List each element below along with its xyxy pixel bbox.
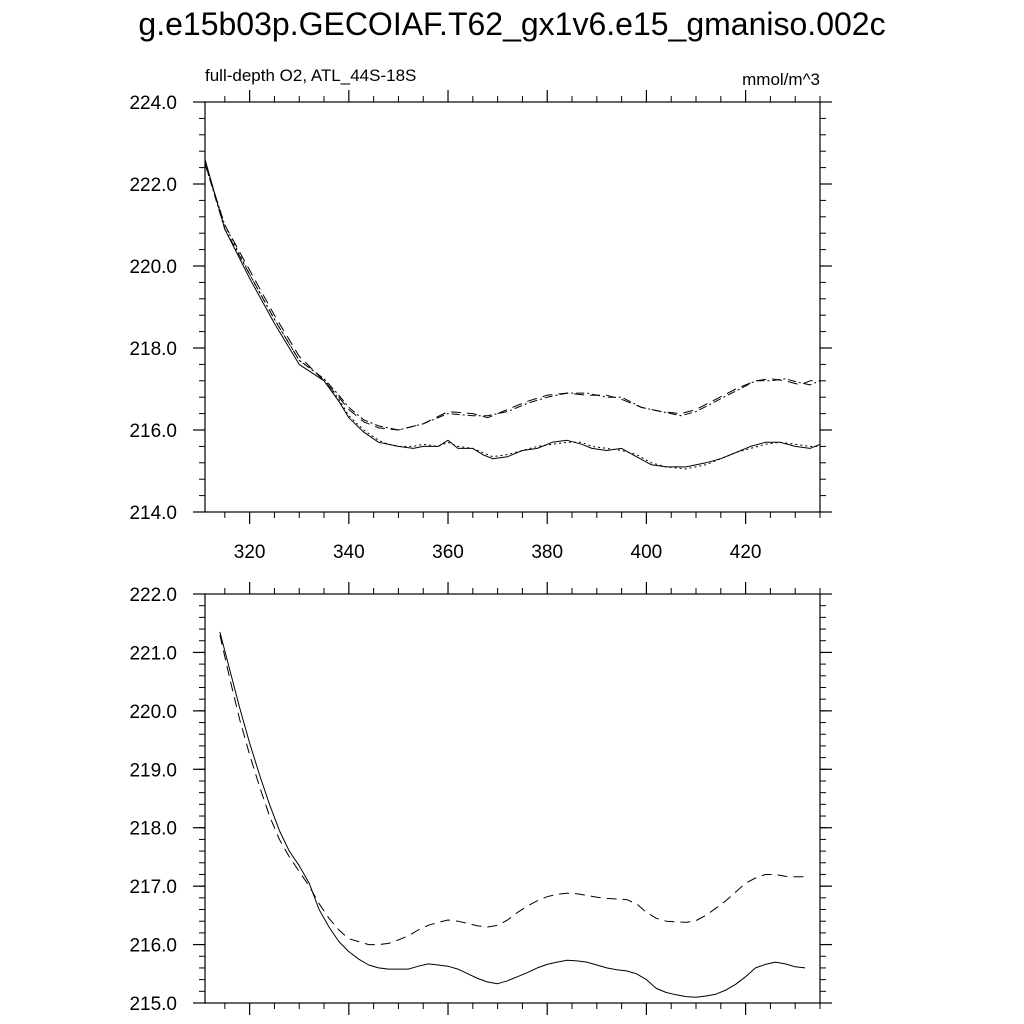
bottom-ytick-label: 217.0 xyxy=(129,877,177,898)
bottom-ytick-label: 216.0 xyxy=(129,936,177,957)
top-ytick-label: 218.0 xyxy=(129,339,177,360)
top-ytick-label: 224.0 xyxy=(129,93,177,114)
bottom-series-solid xyxy=(219,631,806,998)
top-xtick-label: 360 xyxy=(432,542,464,563)
top-series-dash-dot xyxy=(204,163,821,431)
top-plot-frame xyxy=(204,101,821,513)
bottom-series-dashed xyxy=(219,634,806,946)
bottom-plot-frame xyxy=(204,593,821,1004)
bottom-ytick-label: 221.0 xyxy=(129,643,177,664)
top-xtick-label: 400 xyxy=(631,542,663,563)
bottom-ytick-label: 215.0 xyxy=(129,994,177,1015)
top-ytick-label: 222.0 xyxy=(129,175,177,196)
chart-subtitle: full-depth O2, ATL_44S-18S xyxy=(205,66,417,85)
top-xtick-label: 320 xyxy=(234,542,266,563)
top-xtick-label: 380 xyxy=(531,542,563,563)
top-ytick-label: 216.0 xyxy=(129,421,177,442)
bottom-ytick-label: 222.0 xyxy=(129,585,177,606)
bottom-panel: 215.0 216.0 217.0 218.0 219.0 220.0 221.0 222.0 xyxy=(129,582,832,1015)
bottom-ytick-label: 219.0 xyxy=(129,760,177,781)
bottom-ytick-label: 220.0 xyxy=(129,702,177,723)
chart-title: g.e15b03p.GECOIAF.T62_gx1v6.e15_gmaniso.… xyxy=(138,6,886,42)
top-series-solid-dotted xyxy=(204,163,820,470)
top-xtick-label: 340 xyxy=(333,542,365,563)
units-label: mmol/m^3 xyxy=(742,70,820,89)
top-panel: 320 340 360 380 400 420 214.0 216.0 218.0 220.0 22… xyxy=(129,90,832,563)
top-ytick-label: 214.0 xyxy=(129,503,177,524)
top-ytick-label: 220.0 xyxy=(129,257,177,278)
top-series-solid xyxy=(204,159,821,468)
bottom-ytick-label: 218.0 xyxy=(129,819,177,840)
top-series-dashed xyxy=(204,163,820,431)
top-xtick-label: 420 xyxy=(730,542,762,563)
